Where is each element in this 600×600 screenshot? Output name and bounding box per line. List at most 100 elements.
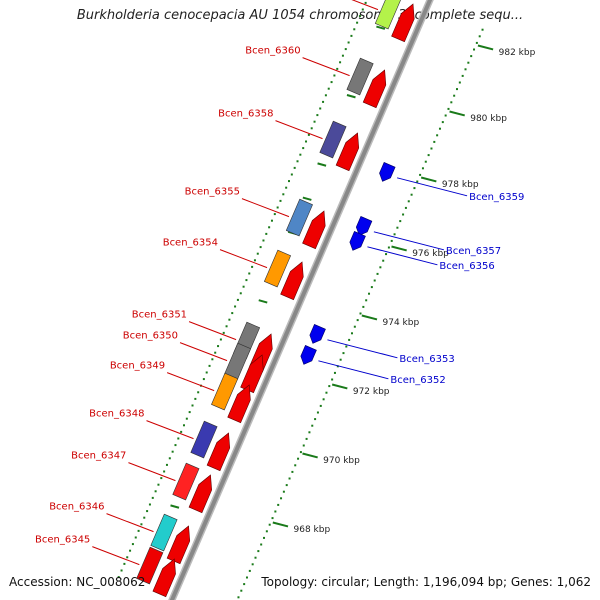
tick-dot (350, 332, 353, 335)
tick-dot (475, 41, 478, 44)
tick-dot (296, 160, 299, 163)
cds-forward-arrow (302, 210, 326, 250)
tick-dot (330, 81, 333, 84)
gene-labels: Bcen_6361Bcen_6360Bcen_6358Bcen_6355Bcen… (35, 0, 524, 566)
tick-dot (316, 411, 319, 414)
tick-dot (444, 114, 447, 117)
tick-dot (333, 74, 336, 77)
tick-dot (134, 536, 137, 539)
tick-dot (228, 318, 231, 321)
tick-dot (438, 127, 441, 130)
tick-dot (450, 101, 453, 104)
tick-dot (290, 173, 293, 176)
tick-dot (259, 246, 262, 249)
tick-dot (285, 186, 288, 189)
accession-text: Accession: NC_008062 (9, 575, 146, 589)
gene-label-forward: Bcen_6349 (110, 361, 165, 372)
tick-dot (248, 272, 251, 275)
tick-dot (455, 88, 458, 91)
label-leader-line (396, 177, 468, 197)
tick-dot (185, 417, 188, 420)
tick-dot (243, 583, 246, 586)
tick-dot (368, 292, 371, 295)
minor-tick (346, 94, 356, 99)
cds-forward-arrow (166, 525, 191, 565)
tick-dot (358, 15, 361, 18)
tick-dot (248, 569, 251, 572)
tick-dot (310, 127, 313, 130)
label-leader-line (241, 198, 290, 218)
scale-tick-mark (477, 44, 494, 51)
tick-dot (171, 450, 174, 453)
feature-box (190, 420, 218, 459)
tick-dot (148, 503, 151, 506)
tick-dot (268, 523, 271, 526)
tick-dot (421, 167, 424, 170)
tick-dot (129, 549, 132, 552)
feature-box (172, 462, 200, 501)
gene-label-reverse: Bcen_6356 (439, 261, 494, 272)
tick-dot (313, 120, 316, 123)
tick-dot (328, 385, 331, 388)
scale-tick-label: 968 kbp (294, 525, 331, 535)
tick-dot (302, 444, 305, 447)
tick-dot (251, 265, 254, 268)
label-leader-line (275, 120, 323, 140)
tick-dot (333, 371, 336, 374)
label-leader-line (327, 339, 398, 359)
tick-dot (404, 206, 407, 209)
tick-dot (342, 352, 345, 355)
tick-dot (461, 74, 464, 77)
tick-dot (120, 569, 123, 572)
gene-label-reverse: Bcen_6352 (390, 375, 445, 386)
tick-dot (277, 503, 280, 506)
tick-dot (157, 483, 160, 486)
tick-dot (458, 81, 461, 84)
tick-dot (322, 100, 325, 103)
tick-dot (293, 166, 296, 169)
tick-dot (234, 305, 237, 308)
tick-dot (140, 523, 143, 526)
tick-dot (407, 200, 410, 203)
tick-dot (240, 589, 243, 592)
tick-dot (265, 530, 268, 533)
tick-dot (430, 147, 433, 150)
tick-dot (387, 246, 390, 249)
tick-dot (276, 206, 279, 209)
tick-dot (322, 398, 325, 401)
tick-dot (424, 160, 427, 163)
tick-dot (188, 411, 191, 414)
tick-dot (254, 556, 257, 559)
cds-forward-arrow (362, 69, 387, 109)
tick-dot (314, 418, 317, 421)
tick-dot (470, 55, 473, 58)
tick-dot (279, 199, 282, 202)
label-leader-line (373, 231, 444, 251)
tick-dot (270, 219, 273, 222)
cds-reverse-arrow (309, 324, 326, 344)
tick-dot (202, 378, 205, 381)
scale-tick-mark (272, 521, 289, 528)
feature-box (346, 57, 374, 96)
gene-label-forward: Bcen_6360 (245, 46, 300, 57)
tick-dot (194, 397, 197, 400)
tick-dot (319, 404, 322, 407)
cds-forward-arrow (335, 132, 360, 172)
minor-tick (170, 504, 180, 509)
summary-text: Topology: circular; Length: 1,196,094 bp… (261, 575, 591, 589)
tick-dot (339, 61, 342, 64)
tick-dot (239, 292, 242, 295)
tick-dot (217, 345, 220, 348)
tick-dot (353, 325, 356, 328)
feature-box (150, 513, 178, 552)
scale-tick-mark (361, 314, 378, 321)
tick-dot (285, 484, 288, 487)
tick-dot (390, 239, 393, 242)
cds-forward-arrow (206, 432, 231, 472)
tick-dot (137, 529, 140, 532)
tick-dot (379, 266, 382, 269)
gene-label-forward: Bcen_6347 (71, 451, 126, 462)
cds-forward-arrow (152, 558, 176, 598)
tick-dot (305, 437, 308, 440)
tick-dot (263, 536, 266, 539)
